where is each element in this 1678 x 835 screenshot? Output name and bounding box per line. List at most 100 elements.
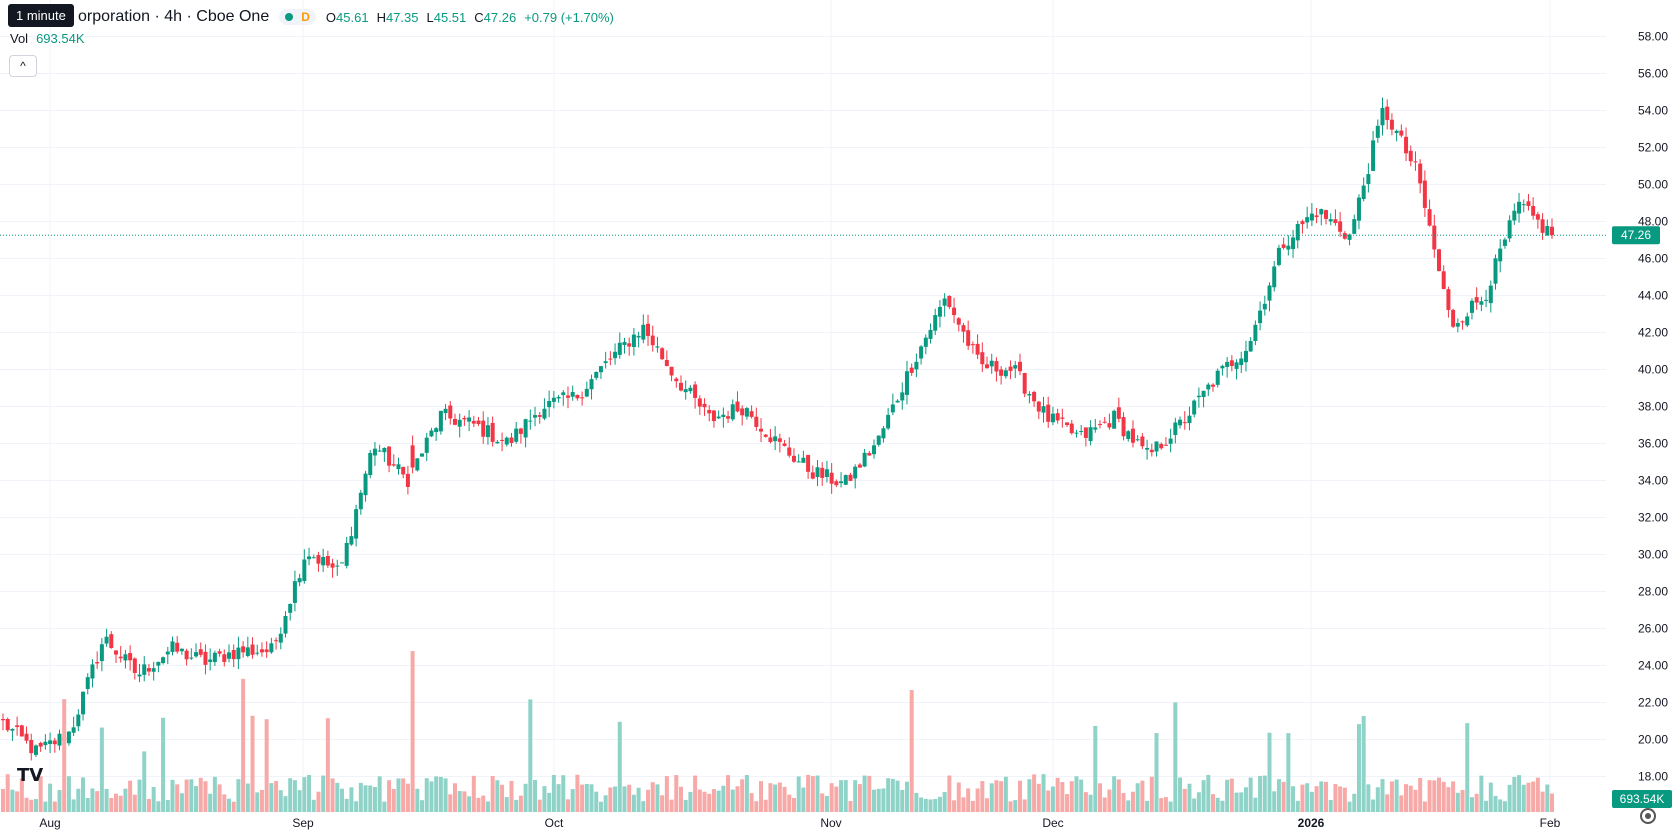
tradingview-logo-icon[interactable]: TV [17, 765, 44, 786]
volume-bar [1272, 791, 1277, 812]
gear-icon[interactable] [1640, 808, 1656, 824]
volume-bar [839, 780, 844, 812]
volume-bar [721, 785, 726, 812]
time-tick-label: Oct [545, 816, 564, 830]
candle-body [1418, 163, 1423, 184]
candle-body [565, 395, 570, 398]
candle-body [52, 740, 57, 745]
candle-body [161, 657, 166, 664]
candle-body [674, 378, 679, 382]
candle-body [448, 405, 453, 419]
candle-body [339, 562, 344, 564]
candle-body [1239, 358, 1244, 365]
candle-body [740, 408, 745, 416]
volume-bar [589, 784, 594, 812]
volume-bar [1022, 799, 1027, 812]
candle-body [928, 329, 933, 339]
collapse-legend-button[interactable]: ^ [9, 55, 37, 77]
candle-body [641, 324, 646, 340]
volume-bar [194, 786, 199, 812]
volume-bar [274, 781, 279, 812]
volume-bar [109, 798, 114, 812]
candle-body [1385, 106, 1390, 120]
candle-body [396, 464, 401, 470]
volume-bar [970, 800, 975, 812]
candle-body [1243, 350, 1248, 363]
candle-body [123, 654, 128, 661]
volume-bar [307, 774, 312, 812]
volume-bar [933, 799, 938, 812]
candle-body [942, 298, 947, 306]
candle-body [961, 325, 966, 332]
time-tick-label: Nov [820, 816, 841, 830]
volume-bar [1201, 780, 1206, 812]
candle-body [556, 396, 561, 399]
candle-body [288, 603, 293, 613]
volume-bar [52, 801, 57, 812]
candle-body [1041, 406, 1046, 413]
candle-body [245, 647, 250, 656]
volume-bar [387, 780, 392, 812]
candle-body [876, 435, 881, 445]
volume-bar [1130, 791, 1135, 812]
volume-bar [128, 780, 133, 812]
volume-bar [1050, 786, 1055, 812]
candle-body [307, 556, 312, 560]
volume-bar [693, 775, 698, 812]
candle-body [1098, 424, 1103, 426]
volume-bar [1455, 792, 1460, 812]
candle-body [500, 439, 505, 441]
volume-bar [382, 801, 387, 812]
candle-body [716, 416, 721, 419]
volume-bar [269, 783, 274, 812]
volume-bar [848, 800, 853, 812]
volume-bar [396, 778, 401, 812]
time-tick-label: Sep [292, 816, 314, 830]
volume-bar [1258, 775, 1263, 812]
candle-body [1328, 219, 1333, 222]
volume-bar [5, 774, 10, 812]
symbol-title[interactable]: orporation · 4h · Cboe One [78, 8, 270, 25]
candle-body [650, 335, 655, 346]
candle-body [796, 461, 801, 463]
candle-body [1517, 201, 1522, 214]
candle-body [688, 387, 693, 392]
volume-bar [62, 699, 67, 812]
volume-bar [420, 800, 425, 812]
volume-bar [85, 797, 90, 812]
candle-body [1079, 430, 1084, 432]
candle-body [839, 481, 844, 484]
candle-body [1375, 125, 1380, 138]
candle-body [1036, 401, 1041, 412]
market-status-badge[interactable]: D [279, 9, 316, 25]
candle-body [909, 367, 914, 373]
volume-bar [547, 792, 552, 812]
candle-body [1215, 370, 1220, 385]
candle-body [391, 464, 396, 466]
candle-body [316, 555, 321, 564]
volume-bar [1262, 775, 1267, 812]
candle-body [156, 661, 161, 666]
candle-body [1220, 365, 1225, 369]
candle-body [1163, 444, 1168, 446]
volume-bar [1427, 780, 1432, 812]
candle-body [118, 656, 123, 659]
volume-bar [344, 798, 349, 812]
candle-body [631, 334, 636, 348]
price-tick-label: 32.00 [1638, 511, 1668, 525]
volume-bar [1178, 777, 1183, 812]
open-value: 45.61 [336, 9, 369, 25]
volume-bar [909, 690, 914, 812]
candle-body [1126, 431, 1131, 439]
volume-legend[interactable]: Vol 693.54K [10, 31, 85, 46]
volume-bar [1196, 792, 1201, 812]
volume-bar [1206, 774, 1211, 812]
candle-body [1093, 427, 1098, 430]
candle-body [782, 443, 787, 446]
volume-bar [711, 789, 716, 812]
volume-bar [1352, 793, 1357, 812]
volume-bar [514, 799, 519, 812]
candle-body [1361, 185, 1366, 200]
candle-body [1526, 201, 1531, 206]
